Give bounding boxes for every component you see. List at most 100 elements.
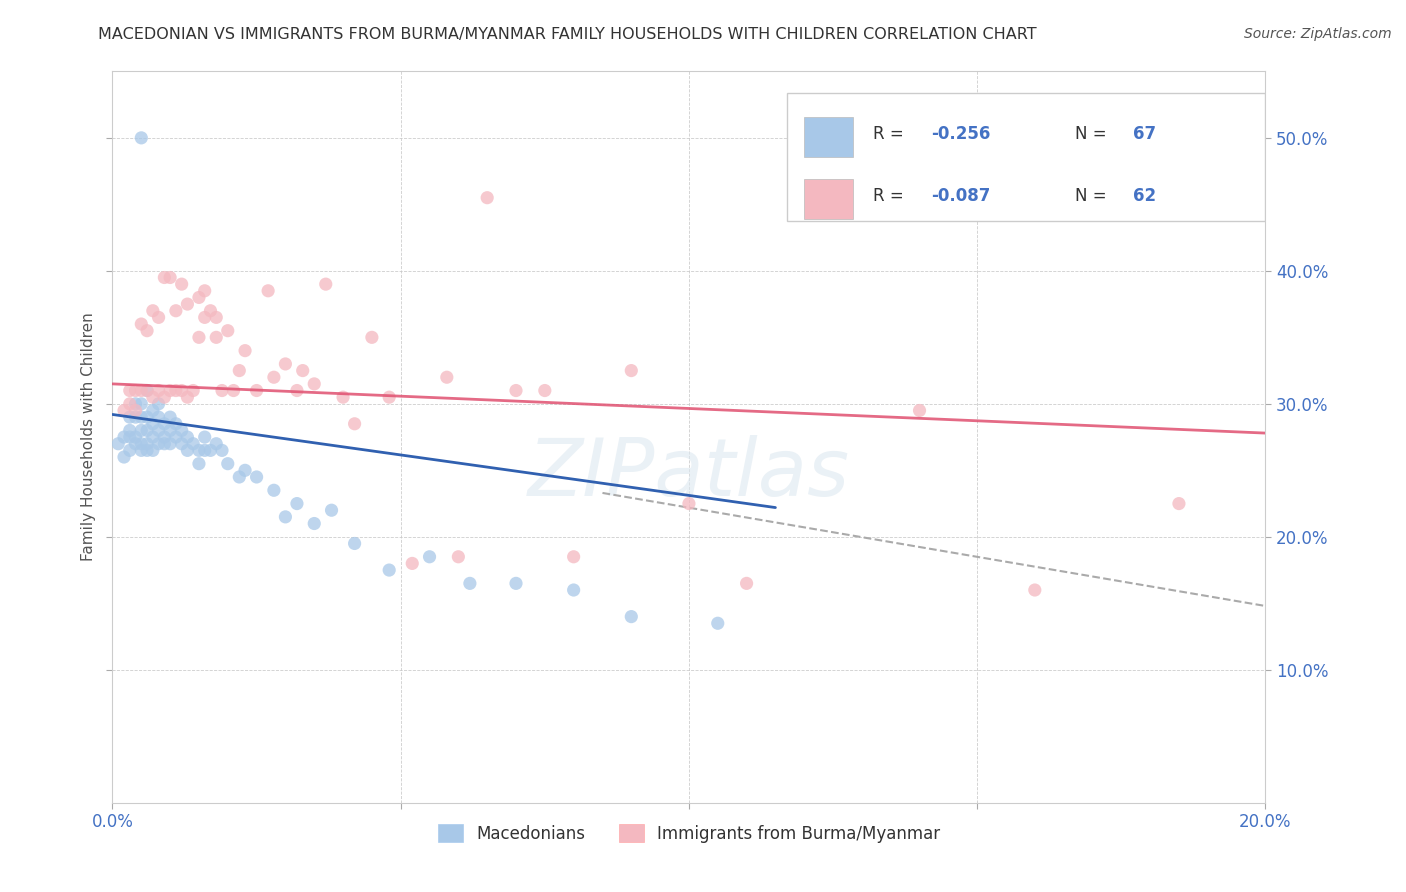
Text: 67: 67 [1133,125,1156,143]
Point [129,131,153,145]
Point [142,443,165,458]
Point [378,390,401,404]
Y-axis label: Family Households with Children: Family Households with Children [80,313,96,561]
Point [118,430,141,444]
Point [211,443,233,458]
Point [159,384,181,398]
Point [285,384,308,398]
Bar [804,117,852,157]
Point [153,430,176,444]
Point [129,424,153,438]
Point [148,436,170,450]
Point [170,436,193,450]
Point [194,310,217,325]
Point [148,410,170,425]
Point [136,324,159,338]
Point [159,436,181,450]
Point [343,536,366,550]
Point [505,384,527,398]
Point [129,410,153,425]
Point [194,443,217,458]
Point [205,436,228,450]
Point [908,403,931,417]
Point [378,563,401,577]
Point [188,330,211,344]
Point [205,330,228,344]
Point [447,549,470,564]
Point [274,357,297,371]
Point [165,384,187,398]
Point [153,270,176,285]
Point [475,191,499,205]
Point [678,497,700,511]
Point [304,516,326,531]
Point [136,384,159,398]
Point [170,424,193,438]
Point [360,330,382,344]
Point [148,310,170,325]
Point [228,363,250,377]
Text: 62: 62 [1133,186,1156,204]
Point [274,509,297,524]
Point [246,470,269,484]
Point [165,303,187,318]
Point [136,424,159,438]
Point [735,576,758,591]
Point [176,430,198,444]
Point [246,384,269,398]
Point [343,417,366,431]
Point [562,582,585,597]
Point [112,403,135,417]
FancyBboxPatch shape [787,94,1265,221]
Point [136,410,159,425]
Point [129,397,153,411]
Point [176,443,198,458]
Point [159,410,181,425]
Point [153,390,176,404]
Point [124,384,146,398]
Point [217,457,239,471]
Point [257,284,280,298]
Text: N =: N = [1076,125,1107,143]
Point [304,376,326,391]
Point [263,483,285,498]
Point [142,417,165,431]
Text: MACEDONIAN VS IMMIGRANTS FROM BURMA/MYANMAR FAMILY HOUSEHOLDS WITH CHILDREN CORR: MACEDONIAN VS IMMIGRANTS FROM BURMA/MYAN… [98,27,1038,42]
Point [124,410,146,425]
Point [124,397,146,411]
Point [129,436,153,450]
Point [148,424,170,438]
Point [142,430,165,444]
Point [458,576,481,591]
Point [194,430,217,444]
Point [620,363,643,377]
Point [136,384,159,398]
Point [188,457,211,471]
Point [153,417,176,431]
Point [136,436,159,450]
Point [620,609,643,624]
Point [181,436,204,450]
Point [148,384,170,398]
Point [332,390,354,404]
Text: R =: R = [873,125,904,143]
Point [291,363,314,377]
Point [707,616,730,631]
Point [176,390,198,404]
Point [181,384,204,398]
Point [129,443,153,458]
Point [217,324,239,338]
Point [1167,497,1189,511]
Point [505,576,527,591]
Point [165,417,187,431]
Point [401,557,423,571]
Point [228,470,250,484]
Point [107,436,129,450]
Point [793,197,815,211]
Point [315,277,337,292]
Point [165,430,187,444]
Text: ZIPatlas: ZIPatlas [527,434,851,513]
Point [142,390,165,404]
Point [118,424,141,438]
Point [112,430,135,444]
